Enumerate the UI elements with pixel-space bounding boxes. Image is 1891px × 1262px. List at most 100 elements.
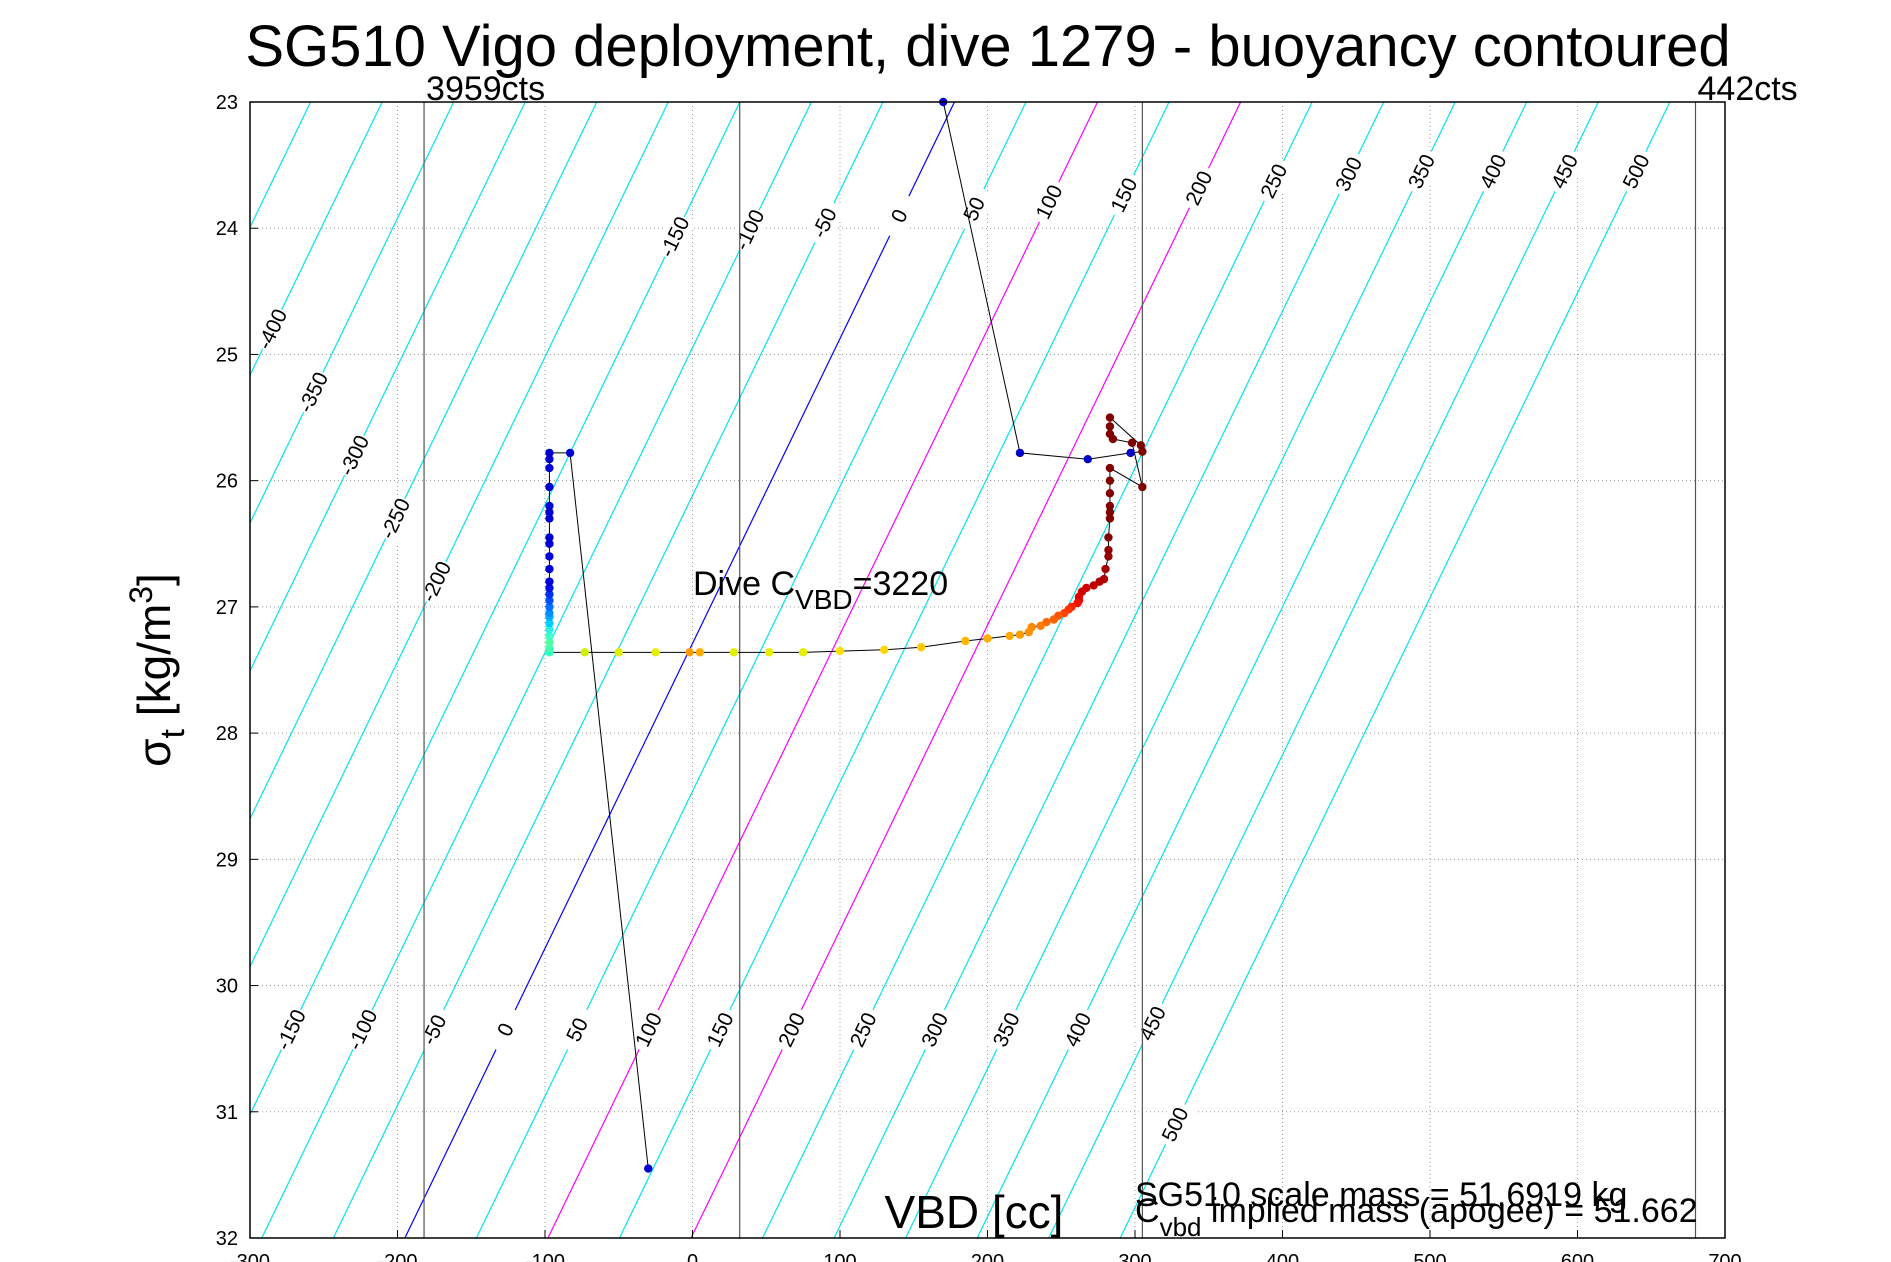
data-point [545,602,554,612]
contour-label-bg [985,1004,1028,1056]
contour-label-bg [269,1004,313,1056]
y-tick-label: 28 [216,723,238,745]
contour-label-bg [803,197,846,249]
contour-label-bg [770,1004,814,1056]
data-point [545,533,554,542]
contour-label-bg [1027,176,1071,228]
data-points [545,97,1147,1173]
data-point [644,1164,653,1173]
data-point [880,645,889,655]
data-point [545,463,554,473]
y-tick-label: 25 [216,344,238,366]
contour-label-bg [1400,145,1443,197]
data-point [1015,448,1025,458]
data-point [1104,552,1113,561]
data-point [835,646,845,656]
data-point [545,638,554,647]
data-point [1105,463,1115,473]
data-point [545,596,554,605]
data-point [545,590,554,599]
y-tick-label: 26 [216,471,238,493]
contour-label-bg [250,303,294,355]
y-tick-label: 30 [216,976,238,998]
contour-label-bg [627,1004,670,1056]
data-point [1127,438,1137,447]
contour-line [1048,102,1599,1238]
data-point [1105,489,1115,498]
data-point [651,648,660,657]
contour-label-bg [1327,148,1371,200]
data-point [1101,564,1110,574]
contour-label-bg [1614,145,1658,197]
data-point [1015,630,1025,639]
contour-label-bg [1177,162,1221,214]
data-point [1105,476,1115,485]
data-point [545,644,554,653]
x-tick-labels: -300 -200 -100 0 100 200 300 400 500 600 700 [230,1230,1742,1262]
x-tick-label: 700 [1708,1251,1741,1262]
data-point [545,455,554,464]
data-point [545,609,554,618]
scale-mass-footer: SG510 scale mass = 51.6919 kg [1135,1176,1627,1214]
data-point [545,448,554,458]
data-point [545,514,554,523]
data-point [1138,482,1147,492]
contour-line [250,102,669,969]
data-point [545,583,554,593]
data-point [1104,533,1113,542]
y-tick-label: 23 [216,92,238,114]
data-point [798,648,808,657]
contour-label-bg [878,190,921,242]
contour-label-bg [913,1004,957,1056]
contour-label-bg [1056,1004,1100,1056]
x-tick-label: 500 [1413,1251,1446,1262]
data-point [1083,455,1093,464]
contour-label-bg [555,1004,599,1056]
data-point [545,631,554,641]
contour-label-bg [1543,145,1586,197]
contour-line [1119,102,1671,1238]
x-tick-label: 600 [1561,1251,1594,1262]
x-tick-label: 300 [1118,1251,1151,1262]
data-point [685,648,694,657]
data-point [1126,448,1135,458]
data-point [1105,514,1115,523]
data-point [545,577,554,586]
data-point [1089,581,1098,590]
contour-label-bg [341,1004,384,1056]
data-point [1036,621,1045,631]
implied-mass-footer: Cvbd implied mass (apogee) = 51.662 [1135,1192,1698,1242]
contour-label-bg [373,493,417,544]
data-point [1108,434,1118,444]
x-tick-label: -200 [377,1251,417,1262]
data-point [1049,615,1059,624]
data-point [614,648,623,657]
x-tick-label: 200 [971,1251,1004,1262]
data-point [580,648,590,657]
x-axis-label: VBD [cc] [885,1186,1064,1238]
data-point [545,508,554,517]
x-tick-label: 0 [687,1251,698,1262]
y-tick-label: 27 [216,597,238,619]
x-tick-label: 100 [823,1251,856,1262]
data-point [1105,413,1115,422]
data-point [545,539,554,548]
data-point [545,619,554,628]
data-point [916,643,926,652]
data-point [545,482,554,492]
data-point [983,634,992,643]
contour-label-bg [952,183,996,235]
data-point [695,648,705,657]
x-tick-label: -300 [230,1251,270,1262]
contour-label-bg [414,556,458,608]
data-point [1005,631,1014,641]
dive-cvbd-annotation: Dive CVBD=3220 [693,565,948,615]
contour-label-bg [728,204,771,256]
x-tick-label: -100 [525,1251,565,1262]
data-point [545,501,554,511]
contour-line [250,102,598,821]
x-tick-label: 400 [1266,1251,1299,1262]
contour-label-bg [1471,145,1515,197]
data-point [1105,501,1115,511]
